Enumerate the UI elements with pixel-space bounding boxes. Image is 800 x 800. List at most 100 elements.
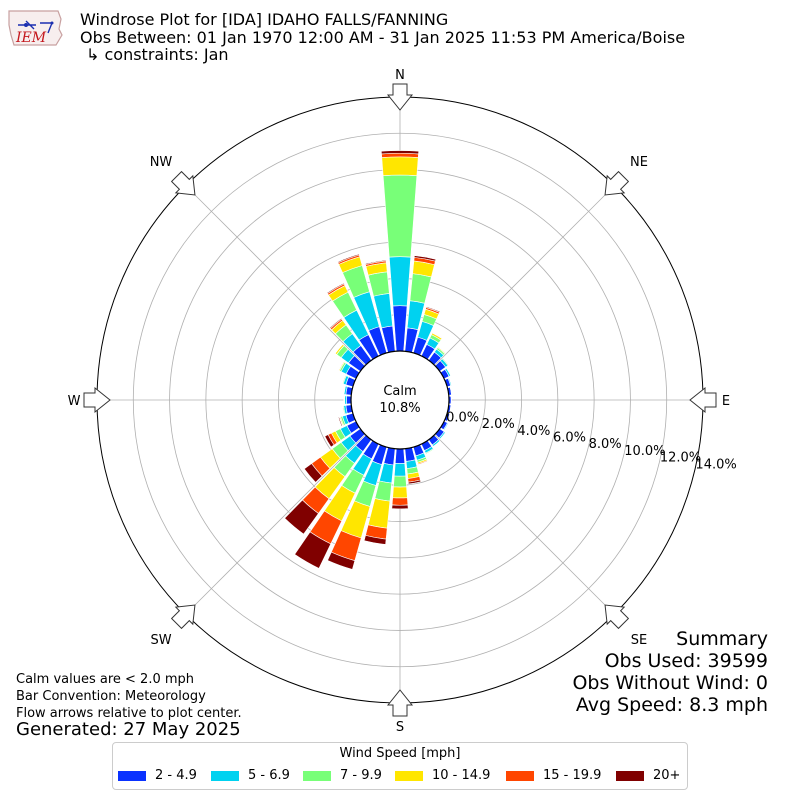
- windrose-bar-260-bin5: [341, 405, 345, 415]
- windrose-bar-0-bin4: [381, 152, 419, 158]
- flow-arrow-w: [83, 386, 111, 414]
- flow-arrow-s: [386, 689, 414, 717]
- title-line-1: Windrose Plot for [IDA] IDAHO FALLS/FANN…: [80, 10, 449, 29]
- windrose-bars: [284, 150, 453, 570]
- grid-spoke: [434, 185, 615, 366]
- iowa-state-shape-icon: IEM: [8, 10, 63, 46]
- legend-swatch: [303, 770, 331, 781]
- iem-logo: IEM: [6, 7, 64, 49]
- radial-tick-label: 12.0%: [660, 451, 701, 466]
- radial-tick-label: 6.0%: [553, 431, 586, 446]
- direction-label-e: E: [722, 394, 730, 409]
- windrose-bar-30-bin5: [432, 331, 443, 339]
- radial-tick-label: 2.0%: [482, 417, 515, 432]
- direction-label-sw: SW: [150, 633, 171, 648]
- windrose-overlay: Calm 10.8% 0.0% 2.0% 4.0% 6.0% 8.0% 10.0%12.0%1…: [68, 68, 737, 735]
- windrose-bar-230-bin5: [303, 463, 323, 483]
- radial-tick-label: 0.0%: [446, 410, 479, 425]
- windrose-bar-210-bin5: [294, 531, 332, 569]
- legend-label: 5 - 6.9: [248, 768, 290, 783]
- windrose-bar-350-bin5: [364, 259, 387, 265]
- windrose-bar-120-bin1: [443, 422, 449, 431]
- windrose-bar-0-bin5: [380, 150, 420, 155]
- legend-label: 15 - 19.9: [543, 768, 602, 783]
- summary-obs-used: Obs Used: 39599: [604, 650, 768, 672]
- windrose-bar-90-bin1: [450, 395, 452, 405]
- windrose-bar-10-bin5: [413, 255, 437, 262]
- radial-tick-label: 4.0%: [517, 424, 550, 439]
- generated-date: Generated: 27 May 2025: [16, 719, 241, 740]
- windrose-bar-110-bin1: [446, 413, 451, 422]
- direction-label-se: SE: [631, 633, 647, 648]
- windrose-bar-80-bin1: [449, 386, 453, 396]
- legend-swatch: [616, 770, 644, 781]
- legend-label: 20+: [653, 768, 681, 783]
- windrose-bar-340-bin5: [337, 253, 360, 264]
- legend-swatch: [506, 770, 534, 781]
- legend-item-10-14.9: 10 - 14.9: [395, 768, 490, 783]
- windrose-bar-180-bin0: [394, 448, 406, 464]
- notes-block: Calm values are < 2.0 mph Bar Convention…: [16, 671, 242, 722]
- legend-item-7-9.9: 7 - 9.9: [303, 768, 382, 783]
- windrose-bar-140-bin2: [432, 440, 441, 448]
- windrose-bar-180-bin1: [393, 463, 407, 477]
- windrose-bar-0-bin2: [382, 174, 418, 258]
- flow-arrow-n: [386, 83, 414, 111]
- windrose-bar-60-bin2: [446, 367, 452, 377]
- windrose-bar-270-bin3: [343, 395, 345, 405]
- legend-swatch: [395, 770, 423, 781]
- windrose-bar-180-bin5: [391, 504, 409, 510]
- summary-title: Summary: [676, 628, 768, 650]
- summary-avg-speed: Avg Speed: 8.3 mph: [575, 694, 768, 716]
- legend-swatch: [118, 770, 146, 781]
- windrose-bar-100-bin1: [449, 404, 452, 414]
- legend-item-5-6.9: 5 - 6.9: [211, 768, 290, 783]
- windrose-bar-190-bin5: [363, 535, 387, 545]
- summary-obs-without-wind: Obs Without Wind: 0: [572, 672, 768, 694]
- windrose-bar-180-bin2: [393, 475, 407, 488]
- direction-label-nw: NW: [150, 155, 173, 170]
- windrose-bar-0-bin3: [381, 156, 419, 176]
- legend-item-20plus: 20+: [616, 768, 680, 783]
- direction-label-w: W: [68, 394, 81, 409]
- note-calm: Calm values are < 2.0 mph: [16, 672, 195, 687]
- windrose-bar-320-bin5: [329, 317, 343, 329]
- flow-arrow-e: [689, 386, 717, 414]
- calm-value: 10.8%: [379, 401, 420, 416]
- windrose-bar-250-bin5: [337, 416, 343, 427]
- direction-label-s: S: [396, 720, 404, 735]
- windrose-bar-0-bin1: [388, 256, 412, 307]
- windrose-bar-20-bin5: [425, 306, 441, 313]
- windrose-bar-180-bin4: [391, 497, 409, 506]
- windrose-bar-70-bin1: [447, 377, 452, 387]
- radial-tick-label: 14.0%: [695, 457, 736, 472]
- windrose-bar-40-bin4: [437, 346, 447, 354]
- legend-title: Wind Speed [mph]: [339, 746, 461, 761]
- direction-label-n: N: [395, 68, 405, 83]
- direction-label-ne: NE: [630, 155, 648, 170]
- windrose-bar-130-bin2: [439, 432, 447, 440]
- radial-tick-label: 10.0%: [624, 444, 665, 459]
- legend-swatch: [211, 770, 239, 781]
- windrose-bar-180-bin3: [392, 486, 408, 499]
- windrose-bar-220-bin5: [284, 499, 319, 535]
- chart-title: Windrose Plot for [IDA] IDAHO FALLS/FANN…: [80, 11, 685, 64]
- legend: Wind Speed [mph] 2 - 4.9 5 - 6.9 7 - 9.9…: [112, 742, 688, 790]
- legend-item-2-4.9: 2 - 4.9: [118, 768, 197, 783]
- windrose-bar-240-bin5: [324, 434, 335, 448]
- grid-spoke: [434, 434, 615, 615]
- title-line-3: ↳ constraints: Jan: [86, 45, 229, 64]
- flow-arrow-nw: [170, 170, 196, 196]
- summary-block: Summary Obs Used: 39599 Obs Without Wind…: [572, 628, 768, 716]
- grid-spoke: [185, 185, 366, 366]
- flow-arrow-sw: [170, 604, 196, 630]
- windrose-bar-170-bin5: [407, 479, 422, 485]
- note-flow-arrows: Flow arrows relative to plot center.: [16, 706, 242, 721]
- windrose-bar-300-bin4: [337, 361, 345, 371]
- note-bar-convention: Bar Convention: Meteorology: [16, 689, 206, 704]
- windrose-bar-50-bin3: [442, 357, 450, 366]
- legend-label: 2 - 4.9: [155, 768, 197, 783]
- title-line-2: Obs Between: 01 Jan 1970 12:00 AM - 31 J…: [80, 27, 686, 47]
- calm-circle: [350, 350, 450, 450]
